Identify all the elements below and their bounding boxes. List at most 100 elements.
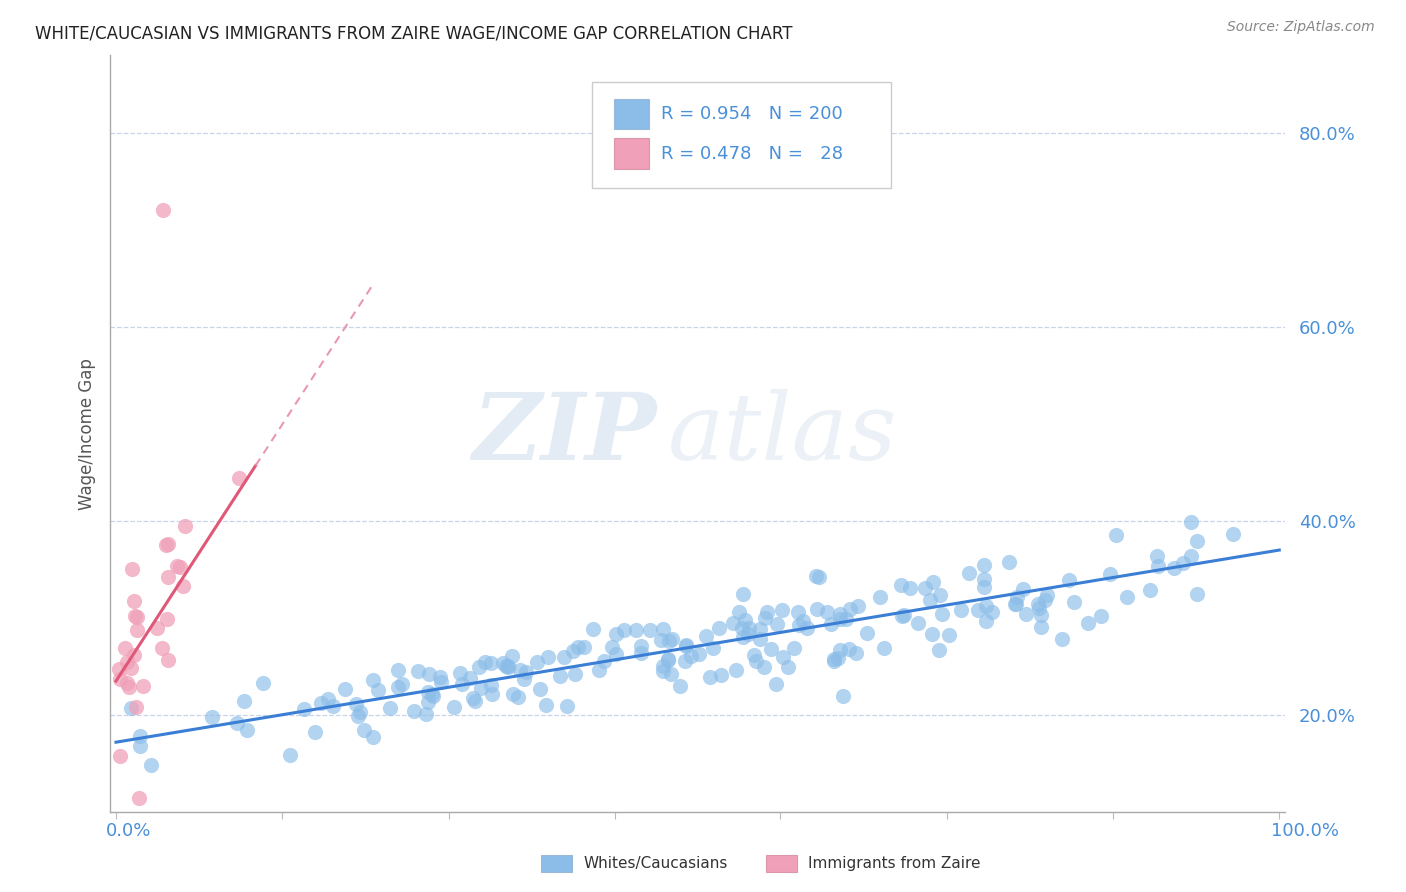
Text: Source: ZipAtlas.com: Source: ZipAtlas.com (1227, 20, 1375, 34)
Point (408, 664, 430, 678)
Point (752, 660, 775, 674)
Point (502, 687, 524, 701)
Point (150, 640, 173, 655)
Point (661, 632, 683, 646)
Point (479, 678, 502, 692)
Point (922, 575, 945, 590)
Point (828, 612, 851, 626)
Point (470, 681, 492, 695)
Point (755, 605, 778, 619)
Point (1011, 582, 1033, 596)
Point (657, 633, 679, 648)
Point (429, 670, 451, 684)
Point (754, 610, 776, 624)
Point (835, 612, 858, 626)
Point (495, 659, 517, 673)
Point (529, 682, 551, 697)
Point (449, 665, 471, 680)
Point (467, 660, 489, 674)
Point (232, 694, 254, 708)
Point (115, 655, 138, 669)
Point (1105, 528, 1128, 542)
Point (748, 632, 770, 647)
Point (228, 471, 250, 485)
Point (938, 627, 960, 641)
Point (1028, 600, 1050, 615)
Point (567, 640, 589, 655)
Point (1005, 590, 1028, 604)
Point (893, 607, 915, 622)
Point (761, 642, 783, 657)
Point (657, 653, 679, 667)
Point (807, 570, 830, 584)
Point (823, 651, 845, 665)
Point (252, 676, 274, 690)
Point (1052, 632, 1074, 646)
Point (378, 701, 401, 715)
Point (624, 623, 647, 637)
Point (652, 658, 675, 673)
Point (766, 617, 789, 632)
Point (1004, 597, 1026, 611)
Point (838, 642, 860, 657)
Point (731, 587, 754, 601)
Point (132, 680, 155, 694)
Point (846, 599, 869, 614)
Point (588, 663, 610, 677)
Point (561, 643, 583, 657)
Point (907, 615, 929, 630)
Point (582, 622, 605, 636)
Point (236, 723, 259, 738)
Point (429, 674, 451, 689)
Point (725, 664, 748, 678)
Point (458, 671, 481, 685)
Point (699, 670, 721, 684)
Point (827, 650, 849, 665)
Point (555, 699, 578, 714)
Point (651, 622, 673, 636)
Point (1185, 587, 1208, 601)
Point (973, 558, 995, 573)
Point (1171, 556, 1194, 570)
Point (973, 572, 995, 586)
Point (832, 690, 855, 704)
Point (481, 687, 503, 701)
Point (479, 657, 502, 671)
Point (613, 623, 636, 637)
Bar (614, 99, 650, 129)
Point (702, 641, 724, 656)
Point (526, 655, 548, 669)
Point (155, 538, 177, 552)
Point (501, 648, 523, 663)
Text: atlas: atlas (668, 389, 898, 479)
Point (675, 638, 697, 652)
Point (918, 593, 941, 607)
Point (872, 640, 894, 655)
Point (815, 605, 838, 619)
Point (120, 700, 142, 714)
Point (537, 650, 560, 665)
Point (146, 621, 169, 635)
Point (1146, 549, 1168, 563)
Point (474, 655, 496, 669)
Point (1147, 559, 1170, 574)
Point (496, 660, 519, 674)
Point (650, 632, 672, 647)
Point (974, 614, 997, 628)
Point (823, 654, 845, 668)
Point (1059, 574, 1081, 588)
Point (461, 690, 484, 705)
Point (914, 581, 936, 595)
Point (294, 702, 316, 716)
Point (806, 602, 828, 616)
Point (166, 559, 188, 574)
Point (1031, 620, 1053, 634)
Point (869, 590, 891, 604)
Point (564, 667, 586, 681)
Point (778, 660, 800, 674)
Point (363, 673, 385, 687)
Point (792, 615, 814, 629)
Point (845, 646, 868, 660)
Point (464, 694, 486, 708)
Point (1139, 582, 1161, 597)
